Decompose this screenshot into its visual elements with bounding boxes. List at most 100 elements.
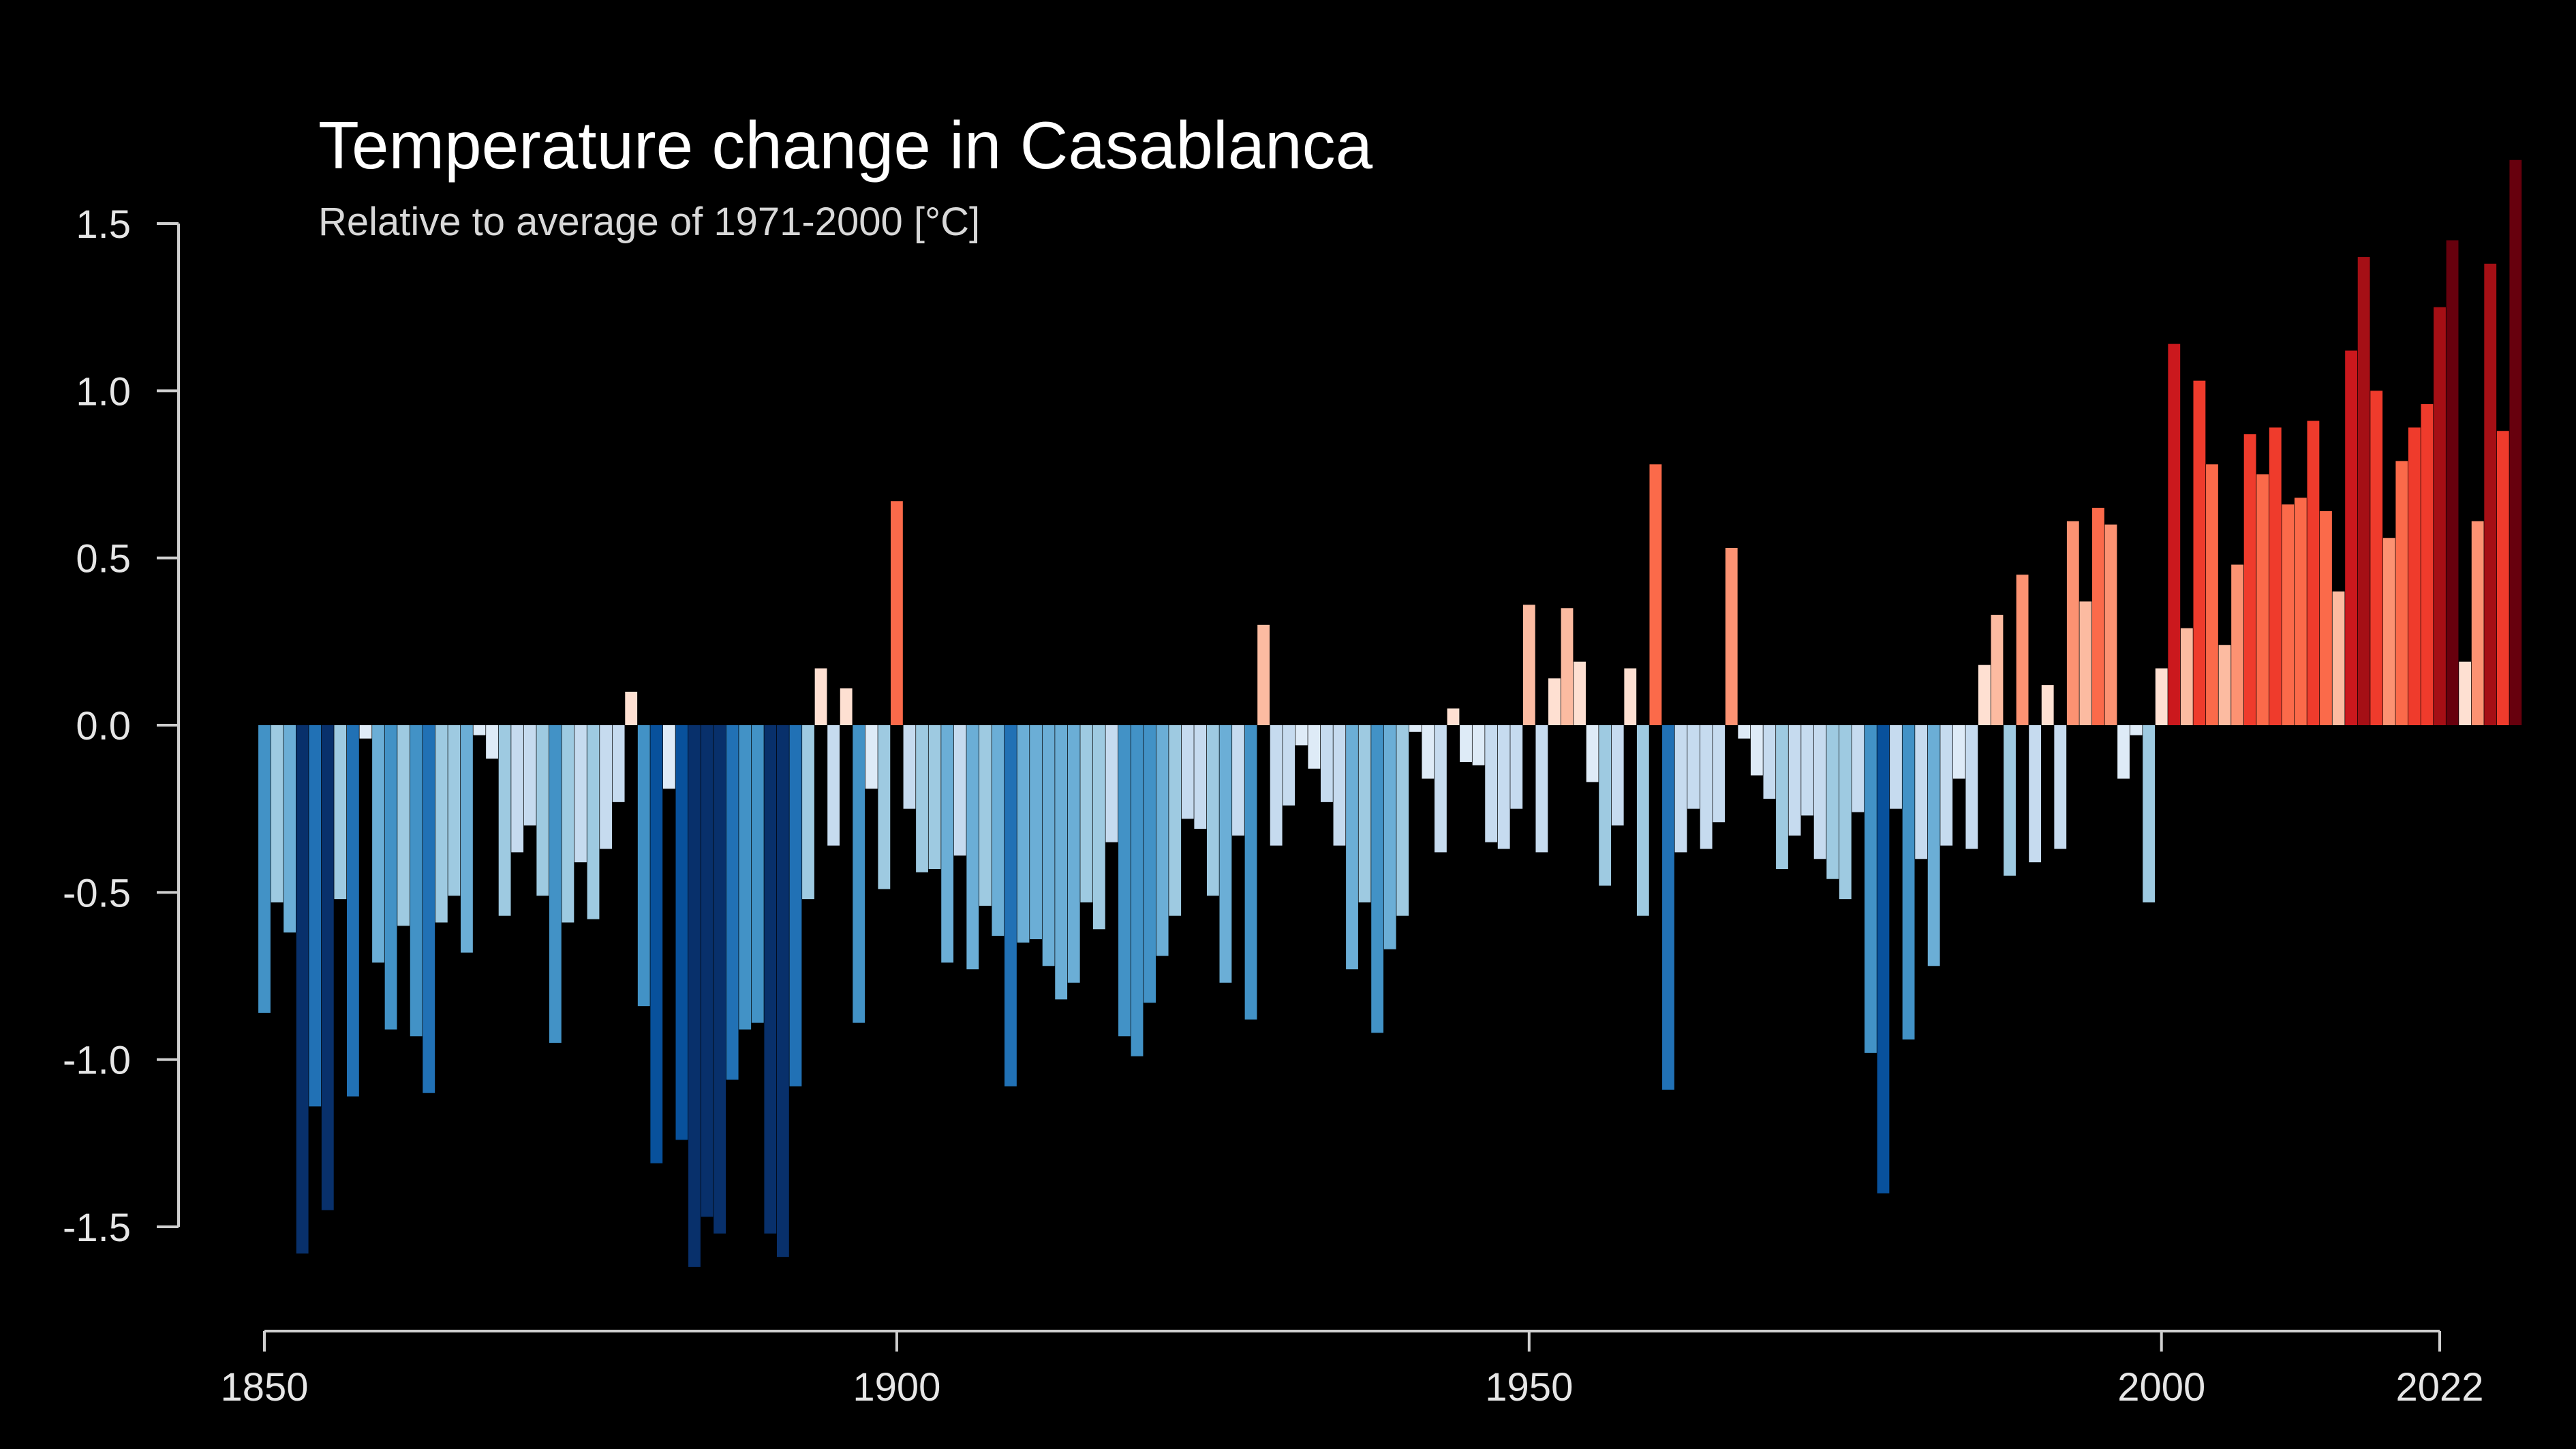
bar-1973 bbox=[1813, 725, 1826, 859]
bar-1901 bbox=[903, 725, 916, 809]
bar-1850 bbox=[258, 725, 271, 1013]
bar-1898 bbox=[865, 725, 878, 789]
bar-1911 bbox=[1030, 725, 1042, 940]
bar-2012 bbox=[2307, 421, 2320, 725]
bar-1953 bbox=[1561, 608, 1574, 725]
bar-1951 bbox=[1535, 725, 1548, 853]
bar-1968 bbox=[1750, 725, 1763, 776]
y-tick-label: -1.5 bbox=[63, 1206, 131, 1250]
bar-1929 bbox=[1257, 624, 1270, 725]
bar-1881 bbox=[650, 725, 663, 1163]
bar-1960 bbox=[1649, 464, 1662, 725]
bar-1979 bbox=[1890, 725, 1902, 809]
bar-1963 bbox=[1687, 725, 1700, 809]
bar-1986 bbox=[1978, 665, 1991, 725]
bar-2009 bbox=[2269, 427, 2282, 725]
bar-1893 bbox=[802, 725, 814, 900]
bar-2004 bbox=[2206, 464, 2218, 725]
bar-1908 bbox=[992, 725, 1005, 936]
bar-1854 bbox=[309, 725, 322, 1107]
bar-2028 bbox=[2509, 159, 2522, 725]
bar-1984 bbox=[1952, 725, 1965, 779]
bar-1890 bbox=[764, 725, 777, 1234]
bar-1971 bbox=[1788, 725, 1801, 836]
bar-1916 bbox=[1092, 725, 1105, 930]
bar-1967 bbox=[1738, 725, 1751, 739]
bar-1934 bbox=[1320, 725, 1333, 802]
bar-1882 bbox=[662, 725, 675, 789]
bar-2015 bbox=[2345, 350, 2358, 725]
bar-1921 bbox=[1156, 725, 1169, 956]
bar-1914 bbox=[1067, 725, 1080, 983]
bar-1896 bbox=[840, 688, 853, 725]
bar-1873 bbox=[549, 725, 562, 1043]
bar-1995 bbox=[2092, 508, 2104, 725]
bar-1941 bbox=[1409, 725, 1422, 732]
bar-1928 bbox=[1244, 725, 1257, 1020]
bar-1894 bbox=[814, 668, 827, 725]
bar-1875 bbox=[574, 725, 587, 863]
bar-1969 bbox=[1763, 725, 1776, 799]
bar-1884 bbox=[688, 725, 701, 1267]
bar-2023 bbox=[2446, 240, 2459, 725]
bar-1902 bbox=[916, 725, 928, 872]
bar-1853 bbox=[296, 725, 309, 1254]
bar-1860 bbox=[384, 725, 397, 1030]
bar-1947 bbox=[1485, 725, 1498, 842]
bar-1869 bbox=[498, 725, 511, 916]
bar-1904 bbox=[941, 725, 954, 963]
bar-1930 bbox=[1270, 725, 1283, 846]
bar-1922 bbox=[1169, 725, 1182, 916]
bar-1975 bbox=[1839, 725, 1852, 900]
bar-2005 bbox=[2218, 645, 2231, 725]
bars-group bbox=[258, 159, 2522, 1267]
bar-1895 bbox=[827, 725, 840, 846]
bar-1939 bbox=[1383, 725, 1396, 949]
bar-1868 bbox=[486, 725, 498, 759]
bar-1942 bbox=[1422, 725, 1435, 779]
bar-1991 bbox=[2041, 685, 2054, 725]
x-axis: 1850 1900 1950 2000 2022 bbox=[220, 1330, 2484, 1409]
bar-1872 bbox=[536, 725, 549, 896]
bar-1917 bbox=[1105, 725, 1118, 842]
bar-1857 bbox=[347, 725, 359, 1097]
bar-1866 bbox=[461, 725, 473, 953]
bar-2014 bbox=[2332, 591, 2345, 725]
bar-1920 bbox=[1144, 725, 1156, 1003]
bar-1992 bbox=[2054, 725, 2067, 849]
bar-1964 bbox=[1700, 725, 1713, 849]
bar-2011 bbox=[2294, 498, 2307, 725]
bar-1912 bbox=[1042, 725, 1055, 966]
bar-1851 bbox=[271, 725, 283, 903]
bar-1899 bbox=[878, 725, 891, 889]
y-tick-label: 1.5 bbox=[76, 202, 131, 247]
bar-1870 bbox=[511, 725, 524, 853]
bar-2018 bbox=[2382, 538, 2395, 725]
bar-1944 bbox=[1447, 708, 1460, 725]
bar-1927 bbox=[1232, 725, 1244, 836]
bar-1972 bbox=[1801, 725, 1814, 816]
bar-1858 bbox=[359, 725, 372, 739]
bar-1945 bbox=[1460, 725, 1472, 762]
bar-1985 bbox=[1965, 725, 1978, 849]
bar-1998 bbox=[2130, 725, 2143, 735]
bar-1852 bbox=[283, 725, 296, 933]
bar-1954 bbox=[1574, 661, 1586, 725]
bar-2016 bbox=[2357, 257, 2370, 725]
bar-1931 bbox=[1283, 725, 1295, 806]
bar-1880 bbox=[637, 725, 650, 1007]
bar-1874 bbox=[562, 725, 574, 923]
bar-1855 bbox=[321, 725, 334, 1210]
y-tick-label: 0.5 bbox=[76, 537, 131, 581]
bar-1957 bbox=[1611, 725, 1624, 826]
bar-2002 bbox=[2180, 628, 2193, 725]
bar-1888 bbox=[739, 725, 752, 1030]
bar-1952 bbox=[1548, 678, 1561, 725]
bar-1915 bbox=[1080, 725, 1093, 903]
bar-1937 bbox=[1358, 725, 1371, 903]
bar-1965 bbox=[1713, 725, 1726, 823]
bar-1977 bbox=[1864, 725, 1877, 1053]
bar-1879 bbox=[625, 691, 638, 725]
bar-2010 bbox=[2282, 504, 2295, 725]
